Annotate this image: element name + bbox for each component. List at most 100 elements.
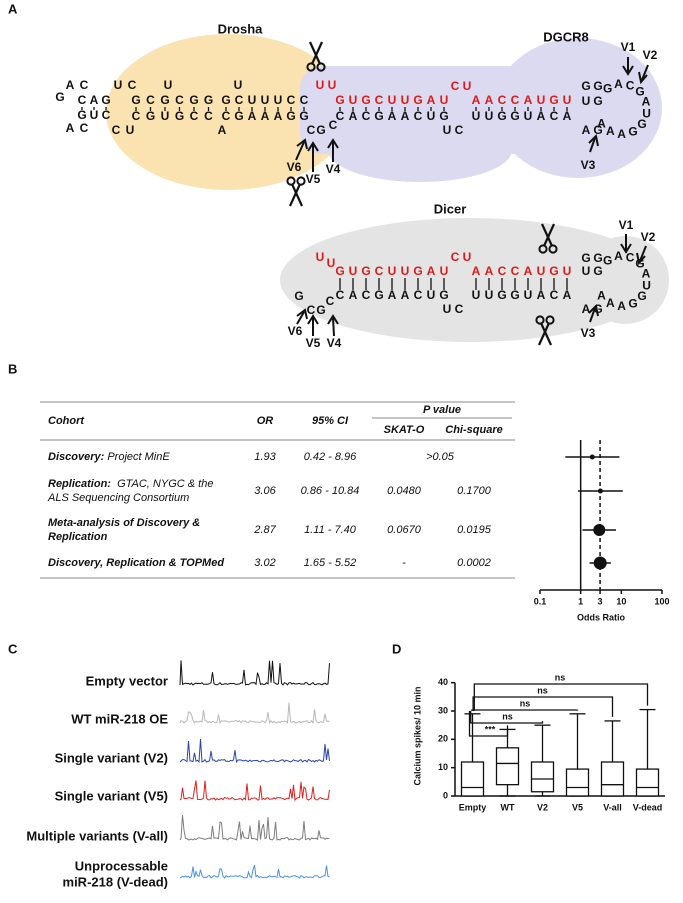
calcium-trace (179, 864, 330, 879)
odds-ratio-point (597, 488, 603, 494)
dgcr8-shape (328, 118, 512, 182)
y-tick-label: 0 (443, 790, 448, 800)
table-cell: 0.86 - 10.84 (301, 485, 360, 497)
table-cell: 1.65 - 5.52 (304, 557, 357, 569)
x-tick-label: 0.1 (534, 596, 547, 606)
table-cell: ALS Sequencing Consortium (47, 492, 189, 504)
variant-label: V4 (326, 162, 341, 176)
x-tick-label: 3 (598, 596, 603, 606)
trace-label: miR-218 (V-dead) (63, 874, 168, 889)
rna-strand: U (234, 78, 243, 92)
dicer-shape (280, 218, 660, 342)
variant-label: V5 (306, 172, 321, 186)
calcium-trace (179, 780, 330, 802)
table-cell: 0.0670 (387, 524, 422, 536)
calcium-trace (179, 815, 330, 841)
cohort-text: ALS Sequencing Consortium (47, 492, 189, 504)
significance-label: ns (520, 698, 531, 708)
table-cell: 0.1700 (457, 485, 492, 497)
drosha-shape (106, 34, 350, 190)
cohort-text: Replication: (48, 478, 111, 490)
significance-bracket (471, 709, 579, 711)
y-tick-label: 10 (438, 762, 448, 772)
trace-label: Single variant (V5) (55, 788, 168, 803)
table-cell: 0.42 - 8.96 (304, 451, 357, 463)
dicer-shape (581, 236, 669, 324)
box (600, 761, 625, 797)
rna-strand: G (55, 90, 64, 104)
cohort-text: Discovery: (48, 451, 105, 463)
cohort-text: GTAC, NYGC & the (111, 478, 214, 490)
table-cell: Meta-analysis of Discovery & (48, 517, 200, 529)
table-header: Cohort (48, 415, 85, 427)
table-header: OR (257, 415, 274, 427)
enzyme-label: DGCR8 (543, 29, 589, 44)
calcium-trace (179, 738, 330, 764)
variant-label: V5 (306, 336, 321, 350)
rna-strand: U (327, 256, 336, 270)
table-cell: - (402, 557, 406, 569)
significance-label: ns (502, 711, 513, 721)
box (460, 761, 485, 797)
rna-strand: C (326, 294, 335, 308)
cohort-text: Discovery, Replication & TOPMed (48, 557, 224, 569)
table-header: SKAT-O (384, 424, 425, 436)
x-tick-label: WT (501, 802, 515, 812)
table-cell: 1.11 - 7.40 (304, 524, 357, 536)
variant-label: V6 (287, 160, 302, 174)
cohort-text: Meta-analysis of Discovery & (48, 517, 200, 529)
rna-strand: U (316, 250, 325, 264)
table-header: P value (423, 404, 461, 416)
variant-label: V4 (327, 336, 342, 350)
variant-label: V6 (288, 324, 303, 338)
x-tick-label: 100 (654, 596, 669, 606)
table-rules (40, 401, 515, 579)
y-tick-label: 40 (438, 677, 448, 687)
dgcr8-shape (494, 38, 662, 178)
panel-label: B (8, 361, 17, 376)
rna-strand: G A CG A U G GAAA (597, 249, 651, 313)
y-tick-label: 20 (438, 734, 448, 744)
calcium-trace (179, 702, 330, 725)
box (495, 747, 520, 786)
variant-label: V2 (641, 230, 656, 244)
y-tick-label: 30 (438, 705, 448, 715)
significance-label: *** (485, 724, 496, 734)
enzyme-label: Drosha (218, 21, 264, 36)
table-cell: 0.0480 (387, 485, 422, 497)
variant-arrows (295, 57, 649, 337)
x-tick-label: 10 (616, 596, 626, 606)
variant-label: V1 (619, 218, 634, 232)
rna-strand: CG (307, 303, 326, 317)
significance-bracket (468, 710, 509, 737)
table-cell: Replication: GTAC, NYGC & the (48, 478, 213, 490)
variant-label: V1 (621, 40, 636, 54)
significance-label: ns (555, 672, 566, 682)
odds-ratio-point (593, 556, 607, 570)
x-tick-label: V5 (572, 802, 583, 812)
significance-label: ns (537, 685, 548, 695)
table-header: 95% CI (312, 415, 349, 427)
trace-label: WT miR-218 OE (71, 711, 168, 726)
table-header: Chi-square (445, 424, 502, 436)
x-tick-label: 1 (578, 596, 583, 606)
x-tick-label: V2 (537, 802, 548, 812)
